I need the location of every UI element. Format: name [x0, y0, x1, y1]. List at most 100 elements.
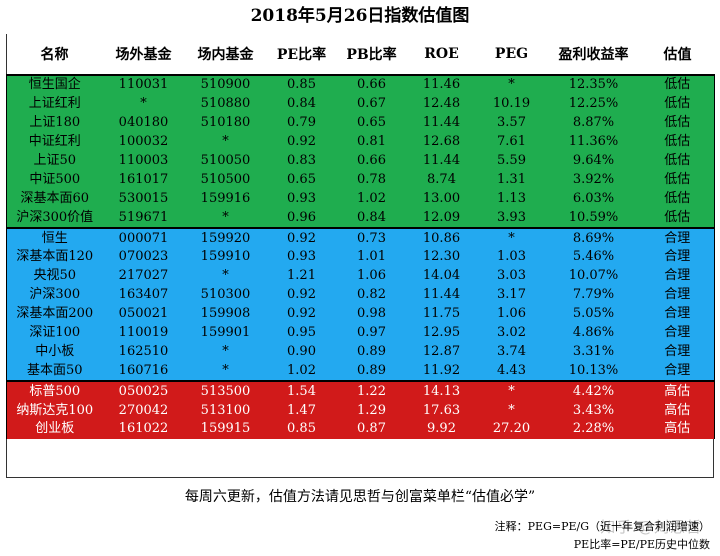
- cell-pb-ratio: 1.01: [336, 248, 407, 267]
- table-row: 上证180 040180 510180 0.79 0.65 11.44 3.57 8.87% 低…: [6, 113, 715, 133]
- cell-peg: 1.03: [476, 248, 547, 267]
- cell-otc-fund: 519671: [102, 208, 185, 229]
- cell-name: 深证100: [6, 323, 103, 343]
- cell-pb-ratio: 0.66: [336, 151, 407, 171]
- cell-peg: 1.13: [476, 189, 547, 209]
- cell-pb-ratio: 0.65: [336, 113, 407, 133]
- cell-earnings-yield: 4.86%: [546, 323, 641, 343]
- cell-valuation: 合理: [640, 342, 715, 362]
- header-peg: PEG: [476, 34, 547, 76]
- cell-roe: 11.92: [406, 361, 477, 382]
- table-row: 沪深300 163407 510300 0.92 0.82 11.44 3.17 7.79% 合…: [6, 285, 715, 305]
- table-row: 中小板 162510 * 0.90 0.89 12.87 3.74 3.31% 合理: [6, 342, 715, 362]
- cell-exchange-fund: 510300: [184, 285, 267, 305]
- cell-otc-fund: 000071: [102, 227, 185, 249]
- cell-name: 上证180: [6, 113, 103, 133]
- cell-earnings-yield: 10.13%: [546, 361, 641, 382]
- cell-earnings-yield: 12.25%: [546, 94, 641, 114]
- cell-name: 中证500: [6, 170, 103, 190]
- table-row: 创业板 161022 159915 0.85 0.87 9.92 27.20 2.28% 高估: [6, 420, 715, 439]
- cell-pe-ratio: 0.83: [266, 151, 337, 171]
- cell-exchange-fund: *: [184, 266, 267, 286]
- table-row: 上证红利 * 510880 0.84 0.67 12.48 10.19 12.25% 低估: [6, 94, 715, 114]
- cell-earnings-yield: 4.42%: [546, 380, 641, 402]
- update-note: 每周六更新，估值方法请见思哲与创富菜单栏“估值必学”: [6, 477, 714, 516]
- table-row: 深基本面120 070023 159910 0.93 1.01 12.30 1.03 5.46…: [6, 248, 715, 267]
- cell-earnings-yield: 11.36%: [546, 132, 641, 152]
- cell-exchange-fund: 513100: [184, 401, 267, 421]
- cell-earnings-yield: 7.79%: [546, 285, 641, 305]
- cell-otc-fund: 050021: [102, 304, 185, 324]
- page-title: 2018年5月26日指数估值图: [250, 6, 470, 26]
- cell-name: 沪深300: [6, 285, 103, 305]
- cell-valuation: 低估: [640, 113, 715, 133]
- cell-valuation: 低估: [640, 151, 715, 171]
- cell-roe: 14.13: [406, 380, 477, 402]
- cell-pe-ratio: 0.95: [266, 323, 337, 343]
- cell-pb-ratio: 0.97: [336, 323, 407, 343]
- table-row: 基本面50 160716 * 1.02 0.89 11.92 4.43 10.13% 合理: [6, 361, 715, 382]
- cell-roe: 12.95: [406, 323, 477, 343]
- cell-pb-ratio: 0.81: [336, 132, 407, 152]
- cell-pe-ratio: 1.54: [266, 380, 337, 402]
- cell-pb-ratio: 1.02: [336, 189, 407, 209]
- cell-pe-ratio: 1.47: [266, 401, 337, 421]
- cell-peg: *: [476, 380, 547, 402]
- cell-pe-ratio: 0.96: [266, 208, 337, 229]
- header-pb-ratio: PB比率: [336, 34, 407, 76]
- cell-earnings-yield: 9.64%: [546, 151, 641, 171]
- cell-pb-ratio: 0.84: [336, 208, 407, 229]
- header-roe: ROE: [406, 34, 477, 76]
- header-row: 名称 场外基金 场内基金 PE比率 PB比率 ROE PEG 盈利收益率 估值: [6, 34, 715, 76]
- cell-otc-fund: 163407: [102, 285, 185, 305]
- cell-valuation: 高估: [640, 420, 715, 439]
- cell-pb-ratio: 0.89: [336, 342, 407, 362]
- header-otc-fund: 场外基金: [102, 34, 185, 76]
- cell-otc-fund: 070023: [102, 248, 185, 267]
- cell-roe: 11.46: [406, 74, 477, 95]
- cell-pe-ratio: 0.92: [266, 285, 337, 305]
- cell-earnings-yield: 5.05%: [546, 304, 641, 324]
- cell-valuation: 合理: [640, 266, 715, 286]
- table-row: 恒生国企 110031 510900 0.85 0.66 11.46 * 12.35% 低估: [6, 74, 715, 95]
- cell-earnings-yield: 10.07%: [546, 266, 641, 286]
- cell-earnings-yield: 3.92%: [546, 170, 641, 190]
- pe-ratio-note: PE比率=PE/PE历史中位数: [573, 538, 710, 551]
- valuation-table: 名称 场外基金 场内基金 PE比率 PB比率 ROE PEG 盈利收益率 估值 …: [6, 34, 715, 439]
- cell-exchange-fund: *: [184, 342, 267, 362]
- header-earnings-yield: 盈利收益率: [546, 34, 641, 76]
- cell-valuation: 合理: [640, 304, 715, 324]
- cell-exchange-fund: 510050: [184, 151, 267, 171]
- cell-exchange-fund: 159915: [184, 420, 267, 439]
- table-row: 上证50 110003 510050 0.83 0.66 11.44 5.59 9.64% 低估: [6, 151, 715, 171]
- cell-pe-ratio: 0.92: [266, 227, 337, 249]
- cell-roe: 12.09: [406, 208, 477, 229]
- cell-peg: 3.02: [476, 323, 547, 343]
- cell-peg: 1.31: [476, 170, 547, 190]
- cell-exchange-fund: 513500: [184, 380, 267, 402]
- cell-peg: 5.59: [476, 151, 547, 171]
- cell-otc-fund: 050025: [102, 380, 185, 402]
- cell-peg: 3.57: [476, 113, 547, 133]
- cell-earnings-yield: 3.31%: [546, 342, 641, 362]
- cell-exchange-fund: 159916: [184, 189, 267, 209]
- cell-peg: 10.19: [476, 94, 547, 114]
- table-row: 中证500 161017 510500 0.65 0.78 8.74 1.31 3.92% 低估: [6, 170, 715, 190]
- cell-pe-ratio: 0.84: [266, 94, 337, 114]
- cell-exchange-fund: *: [184, 361, 267, 382]
- cell-pb-ratio: 0.78: [336, 170, 407, 190]
- cell-name: 上证50: [6, 151, 103, 171]
- cell-peg: 7.61: [476, 132, 547, 152]
- cell-earnings-yield: 2.28%: [546, 420, 641, 439]
- header-name: 名称: [6, 34, 103, 76]
- cell-earnings-yield: 8.87%: [546, 113, 641, 133]
- cell-roe: 8.74: [406, 170, 477, 190]
- cell-valuation: 合理: [640, 323, 715, 343]
- cell-earnings-yield: 8.69%: [546, 227, 641, 249]
- cell-pb-ratio: 0.67: [336, 94, 407, 114]
- cell-peg: *: [476, 227, 547, 249]
- cell-name: 基本面50: [6, 361, 103, 382]
- cell-roe: 12.87: [406, 342, 477, 362]
- cell-earnings-yield: 6.03%: [546, 189, 641, 209]
- cell-roe: 11.44: [406, 113, 477, 133]
